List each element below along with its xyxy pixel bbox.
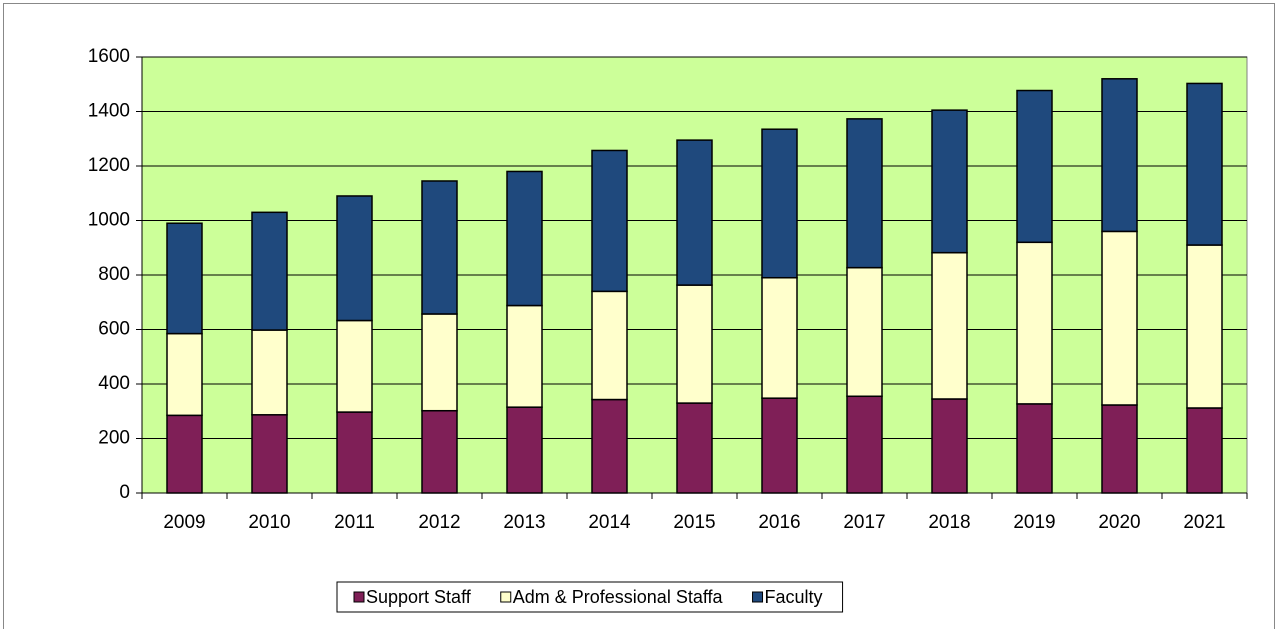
- bar-segment: [676, 402, 713, 494]
- x-tick-label: 2013: [503, 512, 545, 533]
- x-tick-label: 2011: [334, 512, 375, 533]
- bar-segment: [591, 290, 628, 401]
- legend-label: Support Staff: [366, 587, 472, 607]
- bar-segment: [251, 211, 288, 331]
- x-tick-label: 2014: [588, 512, 631, 533]
- bar-segment: [166, 414, 203, 494]
- bar-segment: [846, 395, 883, 494]
- bar-segment: [1016, 89, 1053, 244]
- bar-segment: [336, 411, 373, 494]
- bar-segment: [591, 149, 628, 293]
- x-tick-label: 2021: [1183, 512, 1225, 533]
- y-tick-label: 1200: [88, 155, 130, 176]
- bar-segment: [336, 319, 373, 413]
- bar-segment: [1016, 403, 1053, 494]
- y-tick-label: 0: [119, 482, 130, 503]
- bar-segment: [761, 276, 798, 399]
- bar-segment: [166, 332, 203, 417]
- legend-swatch: [500, 591, 512, 603]
- bar-segment: [506, 170, 543, 307]
- y-tick-label: 800: [98, 264, 130, 285]
- x-tick-label: 2012: [418, 512, 460, 533]
- y-tick-label: 200: [98, 428, 130, 449]
- bar-segment: [1101, 78, 1138, 233]
- x-tick-label: 2019: [1013, 512, 1055, 533]
- x-tick-label: 2009: [163, 512, 205, 533]
- bar-segment: [846, 266, 883, 398]
- bar-segment: [506, 304, 543, 408]
- legend-swatch: [752, 591, 764, 603]
- y-tick-label: 1600: [88, 46, 130, 67]
- bar-segment: [931, 251, 968, 400]
- bar-segment: [1186, 244, 1223, 409]
- bar-segment: [1186, 82, 1223, 246]
- x-tick-label: 2015: [673, 512, 715, 533]
- bar-segment: [761, 128, 798, 279]
- bar-segment: [421, 409, 458, 494]
- bar-segment: [1101, 404, 1138, 494]
- y-tick-label: 1000: [88, 210, 130, 231]
- bar-segment: [506, 406, 543, 494]
- x-tick-label: 2010: [248, 512, 290, 533]
- x-tick-label: 2018: [928, 512, 970, 533]
- bar-segment: [1186, 407, 1223, 494]
- bar-segment: [166, 222, 203, 335]
- x-tick-label: 2020: [1098, 512, 1140, 533]
- bar-segment: [336, 195, 373, 322]
- bar-segment: [846, 118, 883, 269]
- y-tick-label: 600: [98, 319, 130, 340]
- bar-segment: [251, 414, 288, 494]
- legend-swatch: [353, 591, 365, 603]
- x-tick-label: 2017: [843, 512, 885, 533]
- bar-segment: [931, 109, 968, 254]
- y-tick-label: 1400: [88, 101, 130, 122]
- legend-label: Faculty: [765, 587, 823, 607]
- x-tick-label: 2016: [758, 512, 800, 533]
- bar-segment: [421, 313, 458, 412]
- y-tick-label: 400: [98, 373, 130, 394]
- bar-segment: [1016, 241, 1053, 405]
- legend-label: Adm & Professional Staffa: [513, 587, 724, 607]
- bar-segment: [421, 180, 458, 315]
- bar-segment: [1101, 230, 1138, 406]
- bar-segment: [251, 329, 288, 416]
- bar-segment: [676, 139, 713, 286]
- bar-segment: [676, 284, 713, 404]
- bar-segment: [591, 398, 628, 494]
- legend: Support Staff Adm & Professional Staffa Fa…: [336, 581, 844, 613]
- bar-segment: [761, 397, 798, 494]
- bar-segment: [931, 398, 968, 494]
